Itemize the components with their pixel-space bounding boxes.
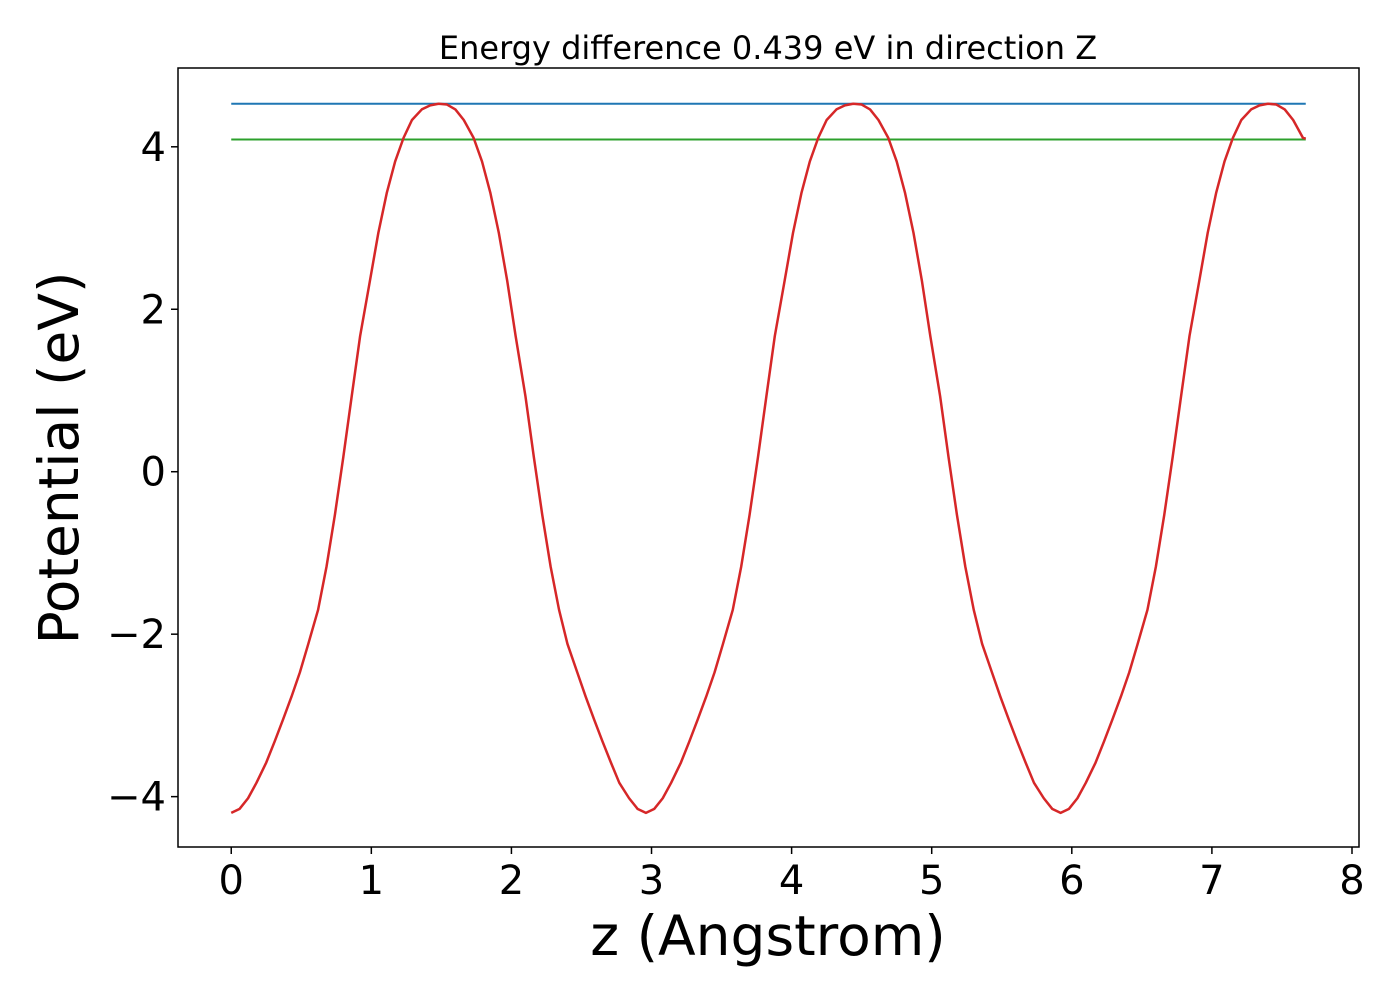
y-tick-label: 4 (141, 125, 166, 171)
y-tick-label: 2 (141, 287, 166, 333)
x-tick-label: 1 (359, 858, 384, 904)
y-axis-ticks: −4 −2 0 2 4 (107, 125, 178, 821)
chart-title: Energy difference 0.439 eV in direction … (439, 29, 1097, 67)
x-axis-ticks: 0 1 2 3 4 5 6 7 8 (219, 847, 1365, 904)
x-tick-label: 6 (1059, 858, 1084, 904)
series-line-0 (230, 102, 1307, 815)
x-tick-label: 7 (1199, 858, 1224, 904)
x-tick-label: 8 (1339, 858, 1364, 904)
plot-frame (177, 67, 1360, 848)
y-tick-label: 0 (141, 450, 166, 496)
x-tick-label: 4 (779, 858, 804, 904)
x-tick-label: 3 (639, 858, 664, 904)
x-tick-label: 2 (499, 858, 524, 904)
plot-lines (230, 102, 1307, 815)
x-axis-label: z (Angstrom) (590, 904, 946, 968)
x-tick-label: 0 (219, 858, 244, 904)
x-tick-label: 5 (919, 858, 944, 904)
y-tick-label: −4 (107, 775, 166, 821)
y-axis-label: Potential (eV) (27, 272, 91, 645)
y-tick-label: −2 (107, 612, 166, 658)
